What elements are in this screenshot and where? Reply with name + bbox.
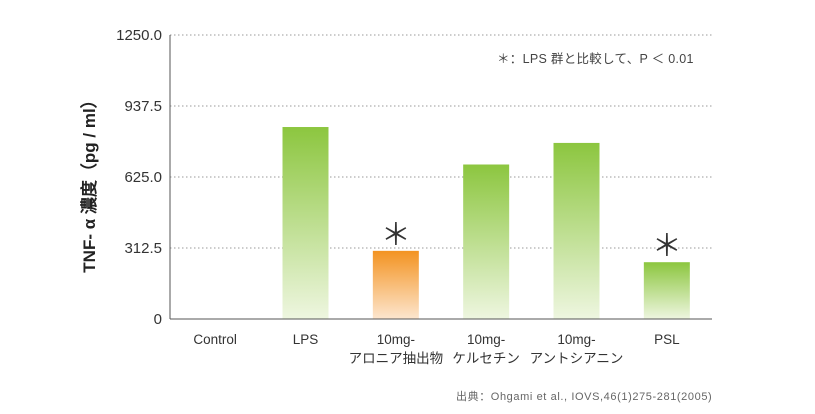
bar xyxy=(372,250,419,319)
bar xyxy=(282,127,329,320)
x-tick-label: LPS xyxy=(293,332,319,347)
x-tick-label: ケルセチン xyxy=(452,351,520,366)
labels: 0 312.5 625.0 937.5 1250.0 Control LPS ＊ 10mg- アロ… xyxy=(116,27,682,366)
y-tick-label: 0 xyxy=(154,311,162,328)
significance-note: ＊：LPS 群と比較して、P ＜ 0.01 xyxy=(497,51,694,66)
x-tick-label: PSL xyxy=(654,332,680,347)
y-tick-label: 312.5 xyxy=(124,240,162,257)
y-axis-title: TNF- α 濃度（pg / ml） xyxy=(79,91,99,272)
y-tick-label: 625.0 xyxy=(124,169,162,186)
bar xyxy=(553,142,600,319)
source-citation: 出典：Ohgami et al., IOVS,46(1)275-281(2005… xyxy=(456,389,712,403)
bars xyxy=(282,127,690,320)
x-tick-label: 10mg- xyxy=(467,332,505,347)
axes xyxy=(169,35,712,320)
bar xyxy=(643,262,690,319)
gridlines xyxy=(170,34,712,249)
x-tick-label: Control xyxy=(193,332,237,347)
x-tick-label: アロニア抽出物 xyxy=(349,351,444,366)
significance-star: ＊ xyxy=(652,230,682,263)
significance-star: ＊ xyxy=(381,219,411,252)
bar xyxy=(463,164,510,319)
y-tick-label: 937.5 xyxy=(124,98,162,115)
x-tick-label: アントシアニン xyxy=(530,351,624,366)
x-tick-label: 10mg- xyxy=(557,332,595,347)
y-tick-label: 1250.0 xyxy=(116,27,162,44)
x-tick-label: 10mg- xyxy=(377,332,415,347)
